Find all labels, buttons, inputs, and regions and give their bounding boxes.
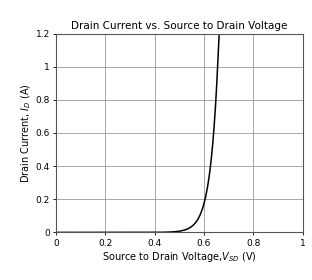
X-axis label: Source to Drain Voltage,$V_{SD}$ (V): Source to Drain Voltage,$V_{SD}$ (V) [102,250,257,264]
Y-axis label: Drain Current, $I_D$ (A): Drain Current, $I_D$ (A) [19,83,33,183]
Title: Drain Current vs. Source to Drain Voltage: Drain Current vs. Source to Drain Voltag… [71,22,288,31]
